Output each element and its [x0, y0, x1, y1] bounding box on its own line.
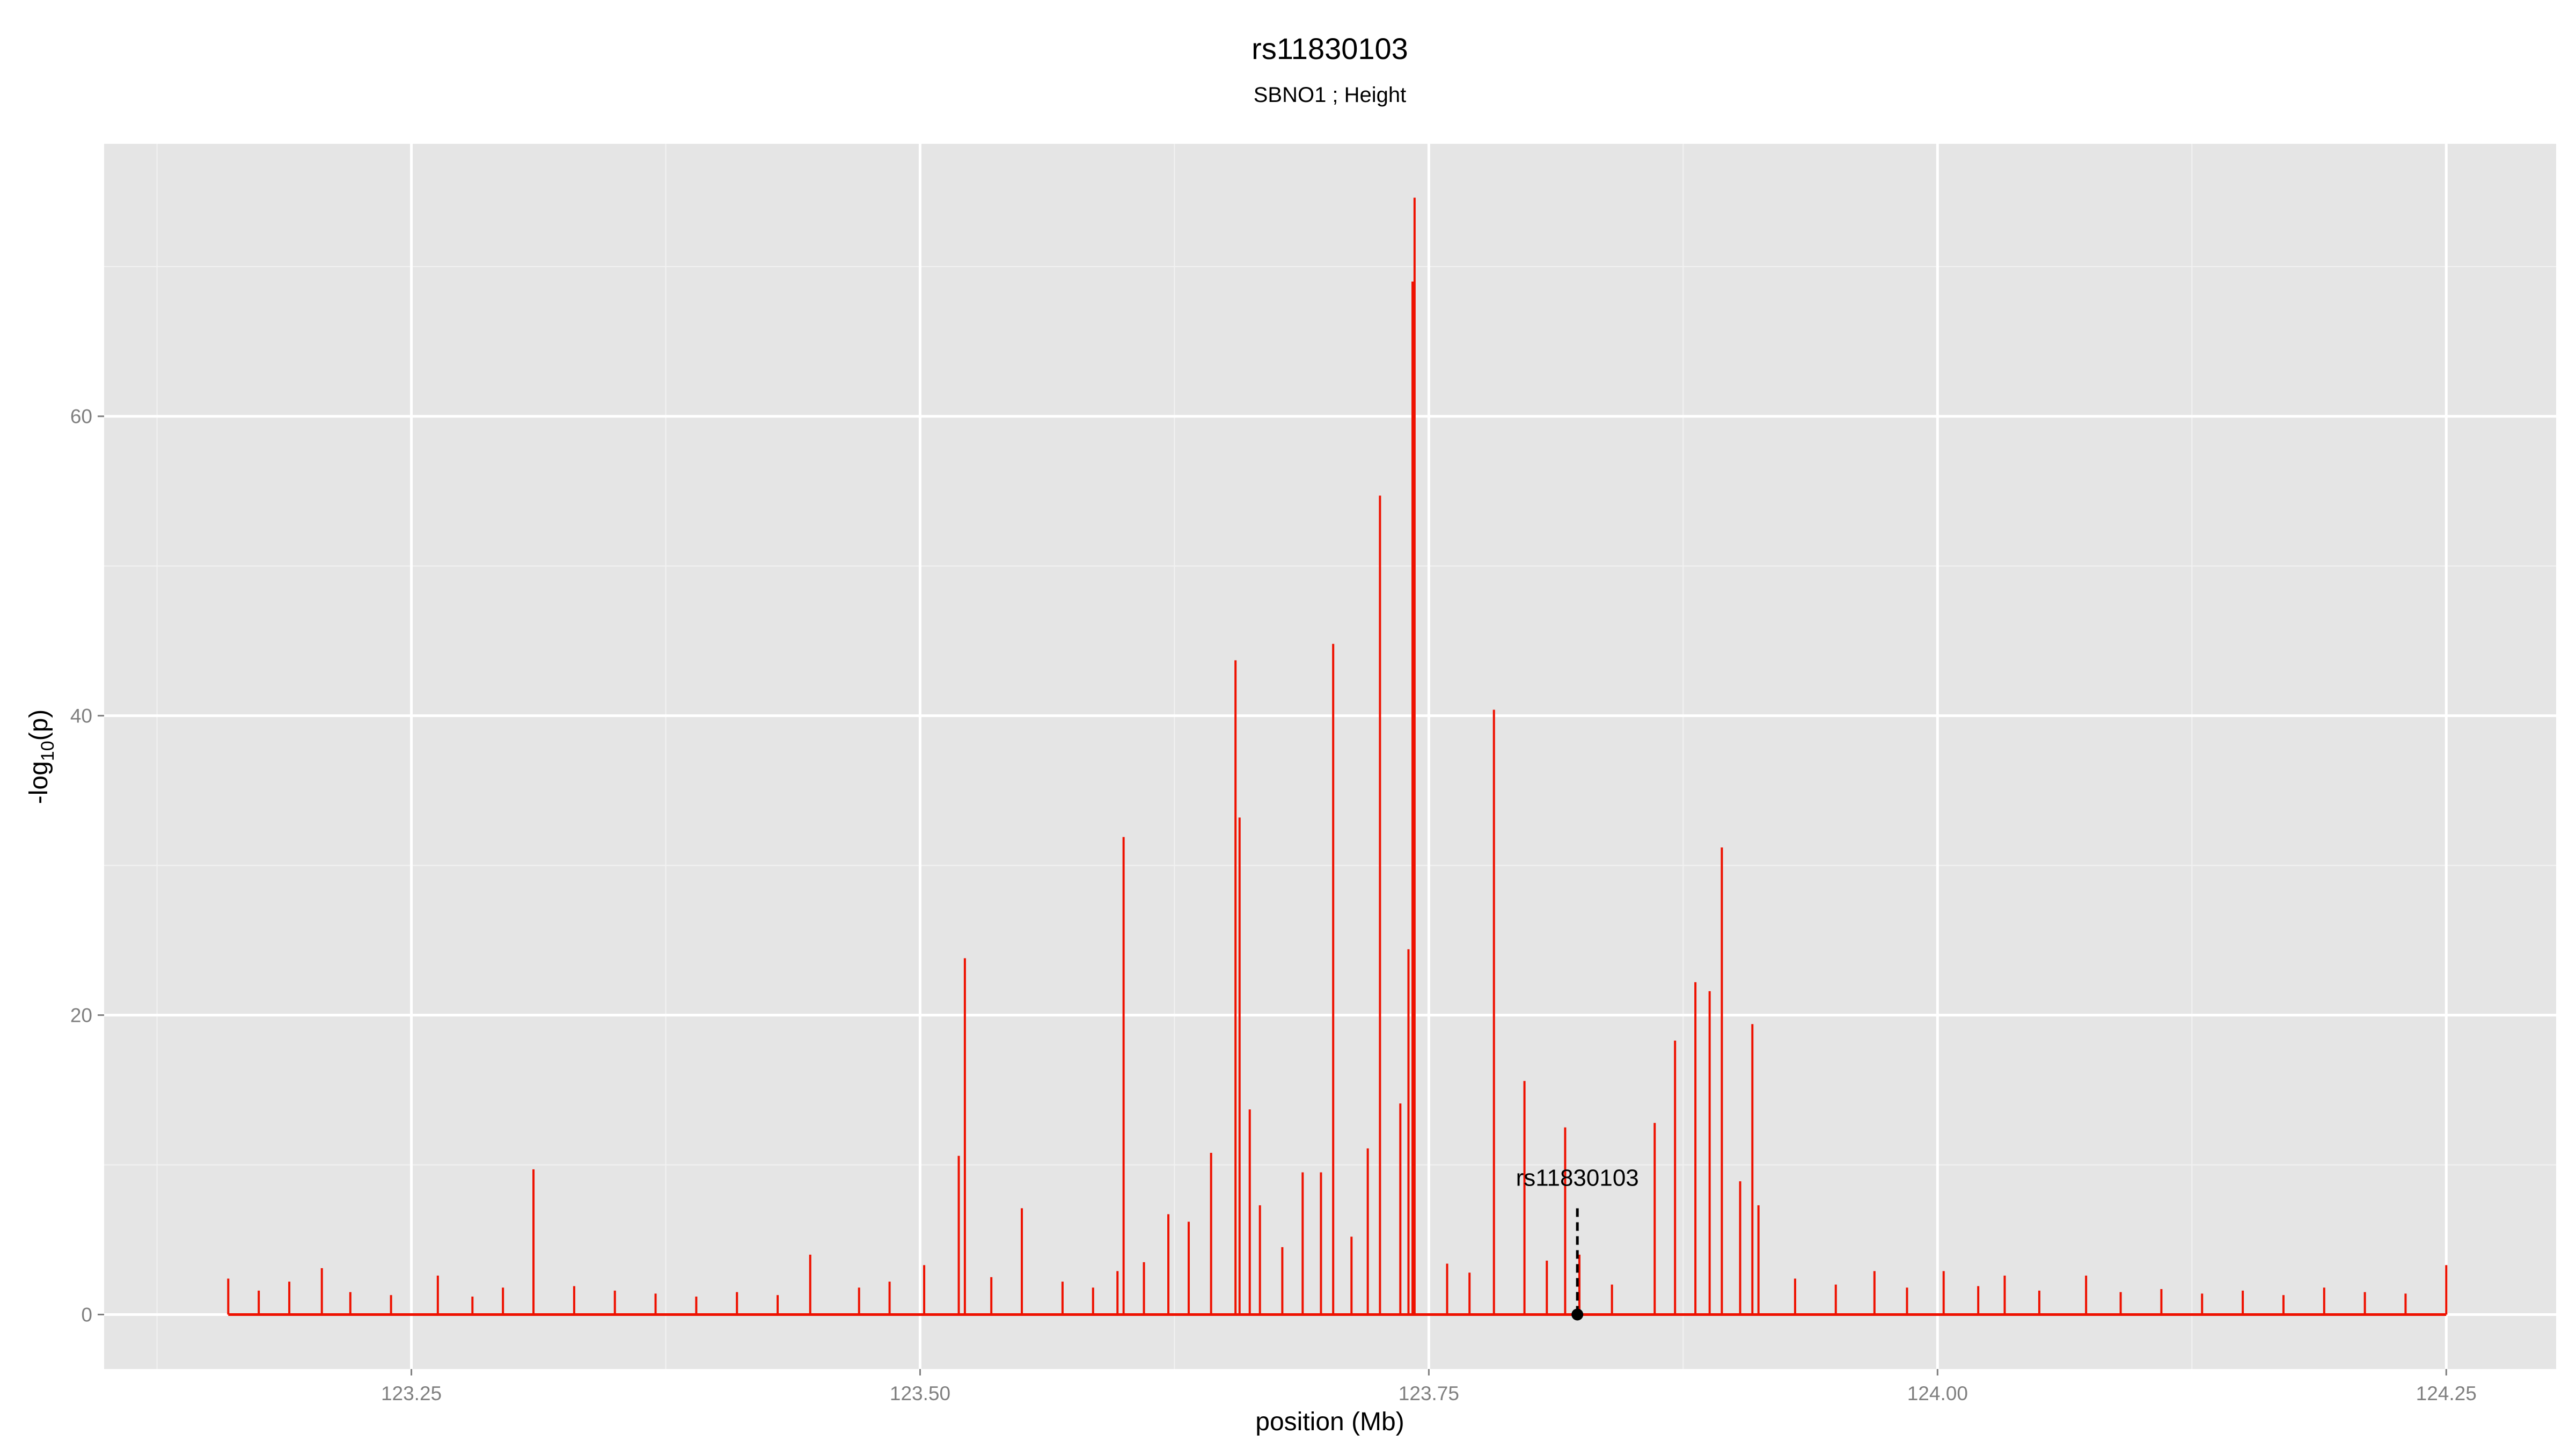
plot-panel [104, 144, 2556, 1369]
x-tick-label: 123.25 [381, 1382, 442, 1404]
y-axis-title: -log10(p) [25, 709, 58, 804]
y-axis-title-suffix: (p) [25, 709, 53, 741]
y-tick-label: 0 [81, 1304, 92, 1326]
y-axis-title-sub: 10 [38, 741, 58, 761]
x-tick-label: 123.75 [1399, 1382, 1459, 1404]
chart-subtitle: SBNO1 ; Height [1254, 83, 1407, 107]
chart-title: rs11830103 [1252, 32, 1408, 65]
y-tick-label: 40 [70, 705, 92, 727]
x-tick-label: 124.25 [2416, 1382, 2477, 1404]
y-tick-label: 60 [70, 406, 92, 428]
y-tick-label: 20 [70, 1005, 92, 1027]
x-tick-label: 123.50 [890, 1382, 950, 1404]
annotation-label: rs11830103 [1516, 1165, 1639, 1191]
y-axis-title-prefix: -log [25, 761, 53, 804]
x-axis-title: position (Mb) [1255, 1408, 1404, 1436]
x-tick-label: 124.00 [1907, 1382, 1968, 1404]
annotation-point [1571, 1308, 1584, 1321]
